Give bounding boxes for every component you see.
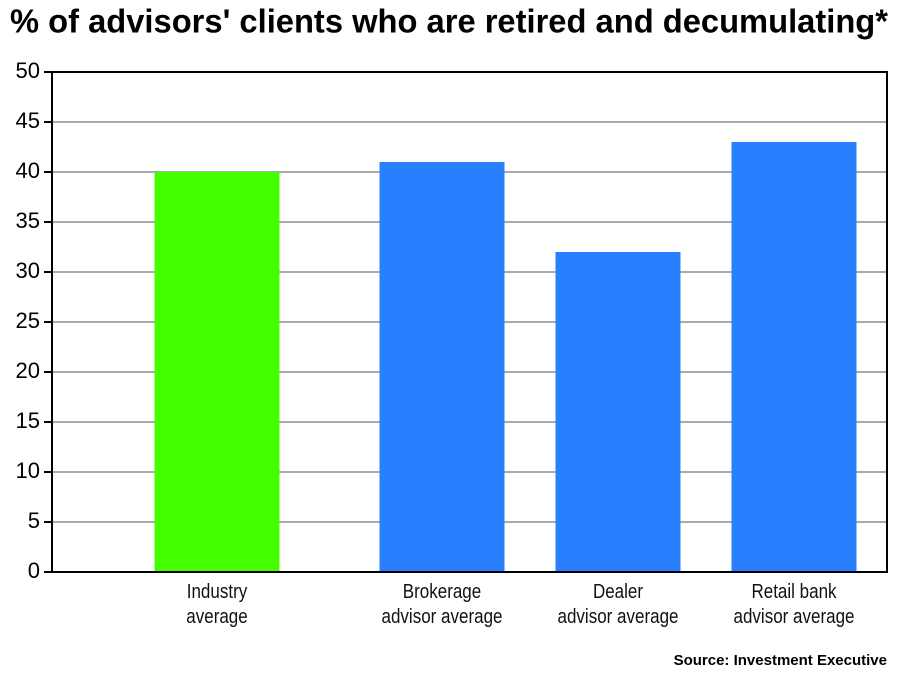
bar <box>731 142 857 572</box>
y-tick-label: 35 <box>16 208 40 233</box>
bar <box>379 162 505 572</box>
y-tick-label: 20 <box>16 358 40 383</box>
x-tick-label: Retail bank advisor average <box>733 581 855 628</box>
x-tick-label: Industry average <box>186 581 248 628</box>
y-tick-label: 50 <box>16 58 40 83</box>
bar <box>154 172 280 572</box>
y-tick-label: 25 <box>16 308 40 333</box>
bar <box>555 252 681 572</box>
y-tick-label: 40 <box>16 158 40 183</box>
y-tick-label: 15 <box>16 408 40 433</box>
x-tick-label: Brokerage advisor average <box>381 581 503 628</box>
y-tick-label: 0 <box>28 558 40 583</box>
y-tick-label: 10 <box>16 458 40 483</box>
source-note: Source: Investment Executive <box>674 652 887 669</box>
x-tick-label: Dealer advisor average <box>557 581 679 628</box>
chart-title: % of advisors' clients who are retired a… <box>10 3 888 40</box>
y-tick-label: 5 <box>28 508 40 533</box>
plot-frame <box>51 71 888 573</box>
y-tick-label: 30 <box>16 258 40 283</box>
y-tick-label: 45 <box>16 108 40 133</box>
